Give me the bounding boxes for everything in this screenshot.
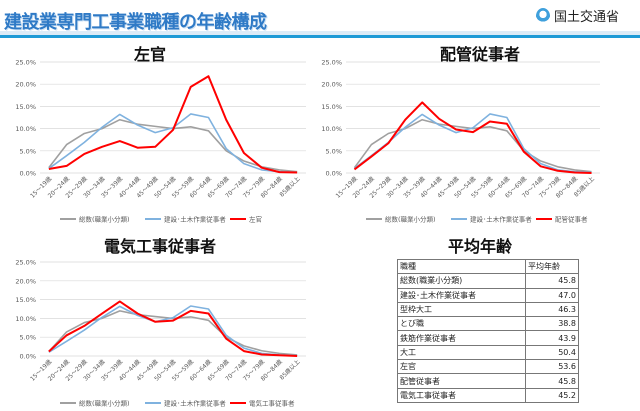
- header-cell: 平均年齢: [525, 258, 579, 275]
- series-line-1: [48, 305, 298, 357]
- occupation-cell: 電気工事従事者: [397, 387, 526, 403]
- table-row: 型枠大工 46.3: [397, 301, 579, 318]
- y-tick-label: 10.0%: [15, 315, 36, 323]
- legend-label: 電気工事従事者: [249, 399, 295, 408]
- series-line-2: [353, 101, 592, 174]
- y-tick-label: 15.0%: [15, 296, 36, 304]
- age-cell: 50.4: [525, 344, 579, 361]
- logo-mark-icon: [536, 7, 550, 24]
- y-tick-label: 25.0%: [321, 59, 342, 67]
- header-rule: [0, 35, 640, 38]
- age-cell: 47.0: [525, 287, 579, 303]
- y-tick-label: 25.0%: [15, 59, 36, 67]
- table-title: 平均年齢: [447, 237, 512, 256]
- line-chart-2: 0.0%5.0%10.0%15.0%20.0%25.0%15～19歳20～24歳…: [15, 259, 306, 408]
- y-tick-label: 10.0%: [321, 125, 342, 133]
- header: 建設業専門工事業職種の年齢構成 国土交通省: [0, 0, 640, 40]
- series-line-2: [48, 300, 298, 357]
- legend-label: 建設･土木作業従事者: [164, 215, 226, 224]
- header-band: [0, 31, 640, 35]
- table-row: 大工 50.4: [397, 344, 579, 361]
- y-tick-label: 5.0%: [19, 334, 36, 342]
- age-cell: 38.8: [525, 316, 579, 332]
- occupation-cell: 総数(職業小分類): [397, 273, 526, 289]
- line-chart-0: 0.0%5.0%10.0%15.0%20.0%25.0%15～19歳20～24歳…: [15, 59, 306, 224]
- legend-label: 総数(職業小分類): [79, 215, 130, 224]
- table-row: 鉄筋作業従事者 43.9: [397, 330, 579, 346]
- series-line-2: [48, 75, 298, 174]
- line-chart-1: 0.0%5.0%10.0%15.0%20.0%25.0%15～19歳20～24歳…: [321, 59, 600, 224]
- legend-label: 総数(職業小分類): [385, 215, 436, 224]
- table-row: 配管従事者 45.8: [397, 373, 579, 389]
- y-tick-label: 10.0%: [15, 125, 36, 133]
- y-tick-label: 5.0%: [19, 147, 36, 155]
- y-tick-label: 0.0%: [19, 353, 36, 361]
- series-line-0: [353, 118, 592, 173]
- table-row: とび職 38.8: [397, 316, 579, 332]
- chart-title-plumber: 配管従事者: [439, 45, 520, 64]
- y-tick-label: 15.0%: [321, 103, 342, 111]
- y-tick-label: 20.0%: [15, 277, 36, 285]
- series-line-1: [48, 113, 298, 174]
- table-header-row: 職種 平均年齢: [397, 258, 579, 275]
- y-tick-label: 20.0%: [15, 81, 36, 89]
- average-age-table: 職種 平均年齢 総数(職業小分類) 45.8 建設･土木作業従事者 47.0 型枠大工…: [397, 258, 579, 403]
- y-tick-label: 25.0%: [15, 259, 36, 267]
- table-row: 総数(職業小分類) 45.8: [397, 273, 579, 289]
- y-tick-label: 5.0%: [325, 147, 342, 155]
- age-cell: 46.3: [525, 301, 579, 318]
- series-line-1: [353, 113, 592, 174]
- y-tick-label: 0.0%: [325, 170, 342, 178]
- table-row: 左官 53.6: [397, 359, 579, 375]
- chart-title-plasterer: 左官: [133, 45, 166, 64]
- occupation-cell: 鉄筋作業従事者: [397, 330, 526, 346]
- y-tick-label: 20.0%: [321, 81, 342, 89]
- occupation-cell: 型枠大工: [397, 301, 526, 318]
- occupation-cell: 配管従事者: [397, 373, 526, 389]
- legend-label: 建設･土木作業従事者: [470, 215, 532, 224]
- occupation-cell: 大工: [397, 344, 526, 361]
- age-cell: 43.9: [525, 330, 579, 346]
- page-title: 建設業専門工事業職種の年齢構成: [4, 12, 267, 33]
- age-cell: 45.8: [525, 373, 579, 389]
- age-cell: 45.8: [525, 273, 579, 289]
- legend-label: 配管従事者: [555, 215, 588, 224]
- age-cell: 45.2: [525, 387, 579, 403]
- legend-label: 左官: [249, 215, 262, 224]
- age-cell: 53.6: [525, 359, 579, 375]
- legend-label: 建設･土木作業従事者: [164, 399, 226, 408]
- occupation-cell: 建設･土木作業従事者: [397, 287, 526, 303]
- occupation-cell: とび職: [397, 316, 526, 332]
- chart-title-electrician: 電気工事従事者: [103, 237, 216, 256]
- y-tick-label: 15.0%: [15, 103, 36, 111]
- table-row: 建設･土木作業従事者 47.0: [397, 287, 579, 303]
- legend-label: 総数(職業小分類): [79, 399, 130, 408]
- ministry-logo: 国土交通省: [536, 6, 619, 25]
- header-cell: 職種: [397, 258, 526, 275]
- logo-text: 国土交通省: [554, 10, 620, 25]
- occupation-cell: 左官: [397, 359, 526, 375]
- table-row: 電気工事従事者 45.2: [397, 387, 579, 403]
- y-tick-label: 0.0%: [19, 170, 36, 178]
